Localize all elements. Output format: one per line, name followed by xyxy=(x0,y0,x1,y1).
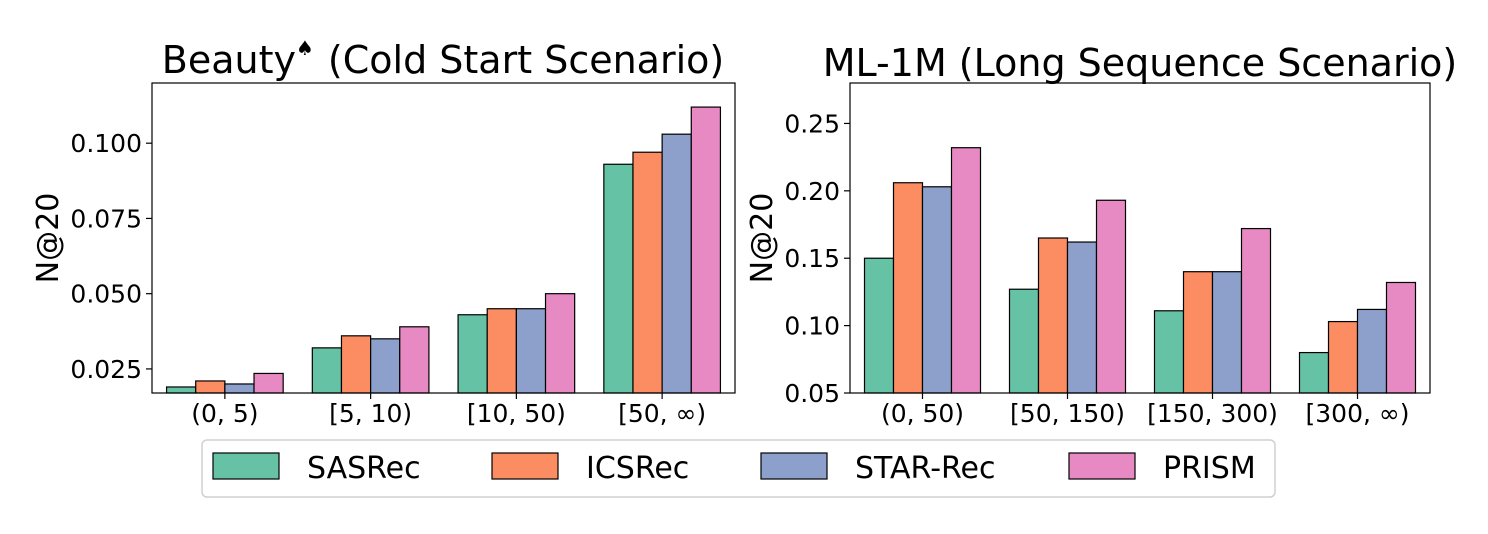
bar-ml1m-sasrec-0 xyxy=(863,257,895,394)
bar-ml1m-sasrec-3 xyxy=(1298,351,1330,394)
bar-beauty-star-rec-0 xyxy=(224,383,255,394)
bar-beauty-icsrec-3 xyxy=(632,151,663,394)
x-tick-label-beauty-1: [5, 10) xyxy=(329,399,412,428)
bar-beauty-sasrec-2 xyxy=(457,314,488,394)
y-axis-label-ml1m: N@20 xyxy=(745,193,780,284)
chart-beauty: Beauty♠ (Cold Start Scenario) N@20 (0, 5)… xyxy=(31,36,736,428)
legend-swatch-star-rec xyxy=(760,452,828,480)
bar-ml1m-star-rec-1 xyxy=(1066,241,1098,394)
chart-title-beauty-mark: ♠ xyxy=(296,36,314,60)
legend-frame xyxy=(201,439,1276,498)
chart-title-beauty-main: Beauty xyxy=(162,38,296,82)
legend-swatch-icsrec xyxy=(491,452,559,480)
bar-beauty-sasrec-3 xyxy=(603,163,634,394)
bar-beauty-star-rec-3 xyxy=(661,133,692,394)
bar-ml1m-prism-2 xyxy=(1240,227,1272,394)
legend-swatch-prism xyxy=(1068,452,1136,480)
plot-area-ml1m: (0, 50) [50, 150) [150, 300) [300, ∞) 0.05 0.… xyxy=(784,82,1431,428)
x-tick-label-beauty-2: [10, 50) xyxy=(467,399,566,428)
legend-label-icsrec: ICSRec xyxy=(586,451,689,486)
bar-ml1m-icsrec-2 xyxy=(1182,271,1214,394)
bar-beauty-star-rec-1 xyxy=(370,338,401,394)
bar-ml1m-star-rec-3 xyxy=(1356,308,1388,394)
y-tick-label-ml1m-4: 0.25 xyxy=(784,109,840,138)
bar-ml1m-sasrec-1 xyxy=(1008,288,1040,394)
x-tick-label-ml1m-1: [50, 150) xyxy=(1010,399,1125,428)
bar-ml1m-prism-3 xyxy=(1385,281,1417,394)
bar-beauty-prism-2 xyxy=(544,293,576,394)
y-tick-label-ml1m-2: 0.15 xyxy=(784,244,840,273)
axes-frame-ml1m xyxy=(849,82,1431,394)
y-tick-label-beauty-0: 0.025 xyxy=(70,355,142,384)
chart-title-beauty-suffix: (Cold Start Scenario) xyxy=(328,38,724,82)
bar-beauty-prism-1 xyxy=(399,326,430,394)
axes-frame-beauty xyxy=(151,82,736,394)
bar-beauty-icsrec-0 xyxy=(195,380,226,394)
bar-ml1m-prism-0 xyxy=(950,147,982,394)
bar-beauty-star-rec-2 xyxy=(515,308,547,394)
bar-beauty-prism-0 xyxy=(253,372,284,394)
bar-beauty-icsrec-2 xyxy=(486,308,517,394)
bar-ml1m-prism-1 xyxy=(1095,199,1127,394)
bar-ml1m-icsrec-3 xyxy=(1327,320,1359,394)
x-tick-label-beauty-0: (0, 5) xyxy=(191,399,258,428)
legend-label-star-rec: STAR-Rec xyxy=(855,451,995,486)
x-tick-label-beauty-3: [50, ∞) xyxy=(618,399,706,428)
bar-ml1m-icsrec-0 xyxy=(892,182,924,394)
y-tick-label-ml1m-0: 0.05 xyxy=(784,379,840,408)
legend-label-prism: PRISM xyxy=(1163,451,1256,486)
bar-beauty-prism-3 xyxy=(690,106,722,394)
bar-ml1m-sasrec-2 xyxy=(1153,310,1185,394)
y-axis-label-beauty: N@20 xyxy=(31,193,66,284)
y-tick-label-beauty-3: 0.100 xyxy=(70,129,142,158)
chart-title-beauty: Beauty♠ (Cold Start Scenario) xyxy=(162,36,724,82)
chart-title-ml1m: ML-1M (Long Sequence Scenario) xyxy=(823,41,1457,85)
bar-ml1m-icsrec-1 xyxy=(1037,237,1069,394)
legend-label-sasrec: SASRec xyxy=(307,451,421,486)
y-tick-label-ml1m-3: 0.20 xyxy=(784,177,840,206)
legend-swatch-sasrec xyxy=(212,452,280,480)
x-tick-label-ml1m-3: [300, ∞) xyxy=(1306,399,1410,428)
legend: SASRec ICSRec STAR-Rec PRISM xyxy=(201,439,1276,498)
bar-ml1m-star-rec-0 xyxy=(921,186,953,394)
bar-beauty-sasrec-1 xyxy=(311,347,343,394)
x-tick-label-ml1m-2: [150, 300) xyxy=(1147,399,1278,428)
y-tick-label-ml1m-1: 0.10 xyxy=(784,312,840,341)
bar-ml1m-star-rec-2 xyxy=(1211,271,1243,394)
chart-ml1m: ML-1M (Long Sequence Scenario) N@20 (0, … xyxy=(745,41,1457,428)
x-tick-label-ml1m-0: (0, 50) xyxy=(881,399,964,428)
y-tick-label-beauty-2: 0.075 xyxy=(70,204,142,233)
y-tick-label-beauty-1: 0.050 xyxy=(70,280,142,309)
bar-beauty-sasrec-0 xyxy=(165,386,197,394)
bar-beauty-icsrec-1 xyxy=(340,335,372,394)
plot-area-beauty: (0, 5) [5, 10) [10, 50) [50, ∞) 0.025 0.050 0.… xyxy=(70,82,736,428)
